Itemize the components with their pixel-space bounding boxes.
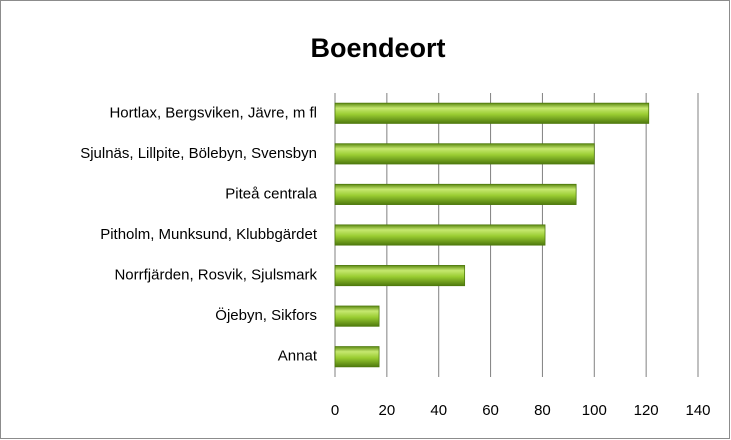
x-tick-label: 0 xyxy=(331,402,339,419)
y-tick-label: Pitholm, Munksund, Klubbgärdet xyxy=(100,226,318,243)
bar xyxy=(334,224,546,246)
x-tick-label: 80 xyxy=(534,402,551,419)
x-tick-label: 20 xyxy=(379,402,396,419)
chart-title: Boendeort xyxy=(311,33,446,63)
y-tick-label: Norrfjärden, Rosvik, Sjulsmark xyxy=(114,267,317,284)
x-tick-label: 120 xyxy=(634,402,659,419)
bar xyxy=(334,305,380,327)
bar xyxy=(334,265,466,287)
y-tick-label: Sjulnäs, Lillpite, Bölebyn, Svensbyn xyxy=(80,145,317,162)
x-tick-label: 140 xyxy=(685,402,710,419)
y-tick-label: Öjebyn, Sikfors xyxy=(215,306,317,324)
y-tick-label: Annat xyxy=(278,348,318,365)
x-tick-label: 40 xyxy=(430,402,447,419)
bar xyxy=(334,102,650,124)
bar xyxy=(334,143,595,165)
x-tick-label: 60 xyxy=(482,402,499,419)
y-tick-label: Hortlax, Bergsviken, Jävre, m fl xyxy=(109,104,317,121)
bar xyxy=(334,183,577,205)
x-tick-label: 100 xyxy=(582,402,607,419)
bar xyxy=(334,346,380,368)
y-tick-label: Piteå centrala xyxy=(225,185,317,202)
